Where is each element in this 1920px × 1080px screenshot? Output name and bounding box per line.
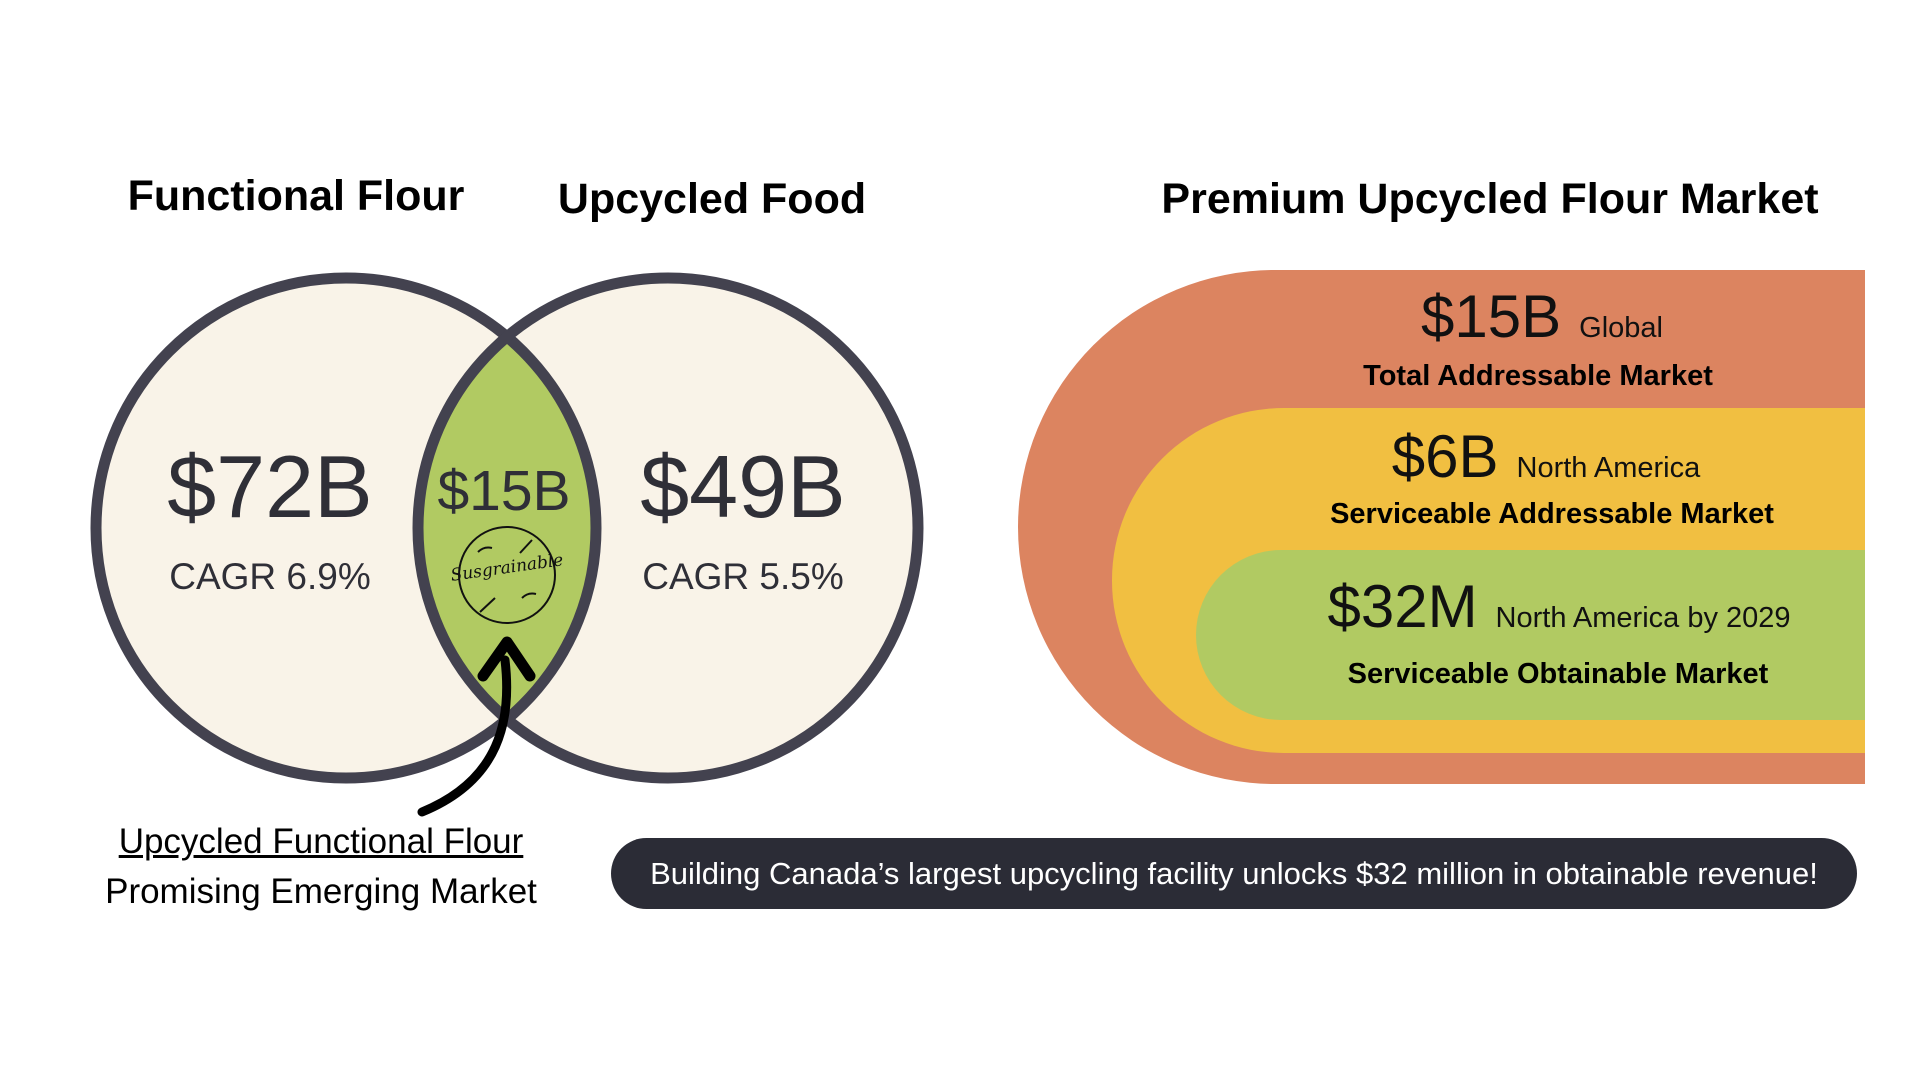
som-label: Serviceable Obtainable Market — [1347, 658, 1769, 690]
som-value: $32M — [1327, 573, 1478, 640]
functional-flour-value: $72B — [167, 437, 373, 536]
tam-label: Total Addressable Market — [1363, 360, 1713, 392]
som-region: North America by 2029 — [1495, 602, 1791, 634]
revenue-banner-text: Building Canada’s largest upcycling faci… — [650, 855, 1818, 891]
tam-value-row: $15B Global — [1421, 282, 1663, 351]
sam-value: $6B — [1391, 423, 1499, 490]
sam-region: North America — [1516, 452, 1701, 484]
sam-label: Serviceable Addressable Market — [1330, 498, 1774, 530]
overlap-value: $15B — [437, 459, 571, 523]
arrow-pointer-icon — [417, 636, 536, 817]
upcycled-functional-flour-caption: Upcycled Functional Flour — [118, 822, 524, 861]
functional-flour-heading: Functional Flour — [127, 172, 465, 220]
sam-value-row: $6B North America — [1392, 422, 1701, 491]
susgrainable-logo-icon — [458, 526, 556, 624]
revenue-banner: Building Canada’s largest upcycling faci… — [611, 838, 1857, 909]
premium-market-heading: Premium Upcycled Flour Market — [1161, 175, 1819, 223]
emerging-market-caption: Promising Emerging Market — [105, 872, 537, 911]
som-value-row: $32M North America by 2029 — [1327, 572, 1790, 641]
functional-flour-cagr: CAGR 6.9% — [169, 556, 371, 597]
overlap-region — [418, 278, 596, 778]
upcycled-food-cagr: CAGR 5.5% — [642, 556, 844, 597]
venn-diagram — [90, 272, 924, 817]
som-band — [1196, 550, 1865, 720]
upcycled-food-value: $49B — [640, 437, 846, 536]
upcycled-food-heading: Upcycled Food — [557, 175, 867, 223]
tam-value: $15B — [1421, 283, 1562, 350]
tam-region: Global — [1579, 312, 1663, 344]
